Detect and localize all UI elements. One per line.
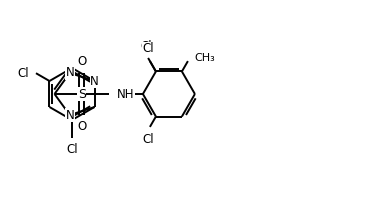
Text: Cl: Cl bbox=[140, 40, 152, 53]
Text: Cl: Cl bbox=[142, 43, 154, 56]
Text: O: O bbox=[77, 120, 87, 133]
Text: Cl: Cl bbox=[142, 133, 154, 146]
Text: S: S bbox=[78, 87, 86, 100]
Text: O: O bbox=[77, 55, 87, 68]
Text: Cl: Cl bbox=[17, 67, 29, 80]
Text: NH: NH bbox=[117, 87, 134, 100]
Text: CH₃: CH₃ bbox=[194, 53, 214, 63]
Text: N: N bbox=[90, 74, 99, 87]
Text: N: N bbox=[65, 66, 74, 79]
Text: Cl: Cl bbox=[66, 143, 78, 156]
Text: N: N bbox=[65, 109, 74, 122]
